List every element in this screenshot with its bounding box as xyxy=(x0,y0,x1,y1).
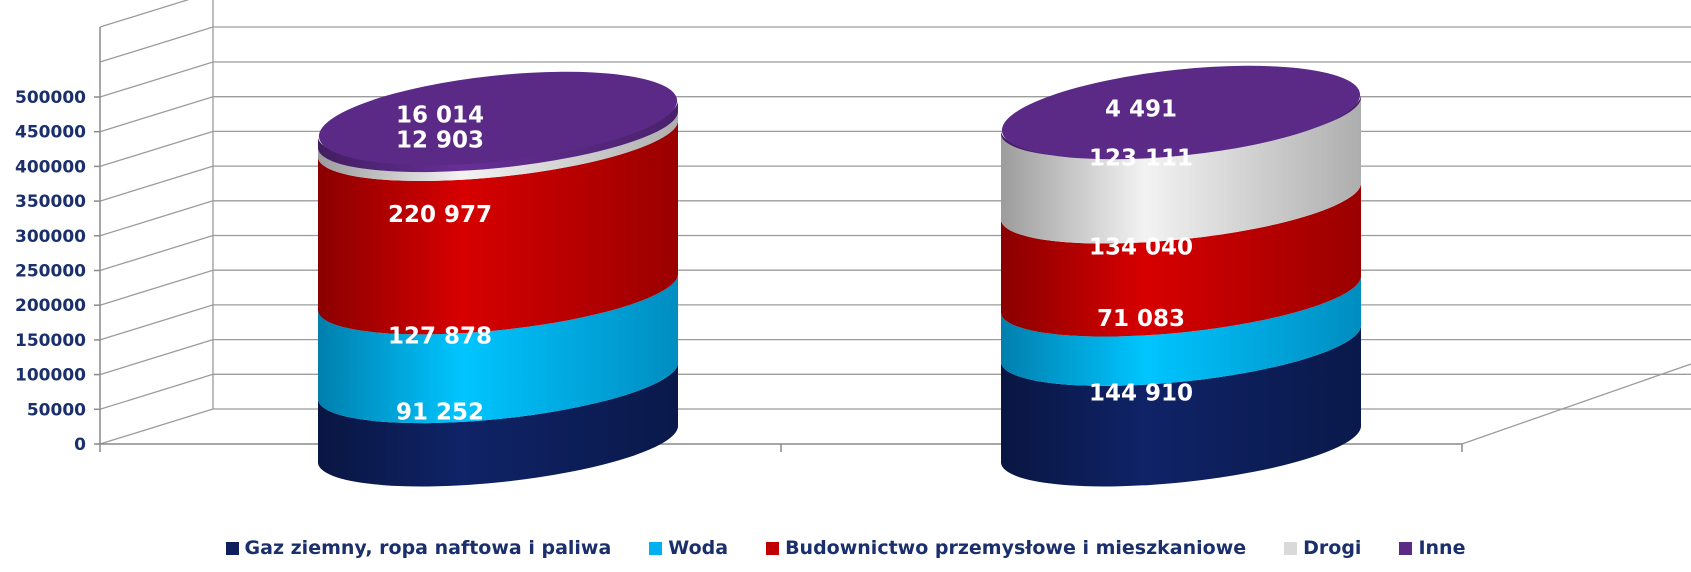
bar-segment xyxy=(318,272,679,424)
bar-segment xyxy=(1001,324,1362,487)
legend-item: Gaz ziemny, ropa naftowa i paliwa xyxy=(225,537,612,559)
legend-item: Budownictwo przemysłowe i mieszkaniowe xyxy=(766,537,1246,559)
data-label: 4 491 xyxy=(1105,97,1177,123)
data-label: 71 083 xyxy=(1097,306,1185,332)
bar-segment xyxy=(1001,96,1362,244)
legend: Gaz ziemny, ropa naftowa i paliwa Woda Bud… xyxy=(0,534,1691,562)
legend-label: Gaz ziemny, ropa naftowa i paliwa xyxy=(244,537,612,559)
y-tick-label: 50000 xyxy=(27,400,86,420)
y-tick-label: 200000 xyxy=(15,296,86,316)
legend-swatch xyxy=(1399,541,1413,555)
data-label: 144 910 xyxy=(1089,381,1193,407)
bars xyxy=(318,65,1362,487)
data-label: 220 977 xyxy=(388,202,492,228)
y-tick-label: 400000 xyxy=(15,157,86,177)
gridline-side xyxy=(99,26,214,63)
legend-label: Budownictwo przemysłowe i mieszkaniowe xyxy=(785,537,1247,559)
legend-label: Woda xyxy=(668,537,729,559)
data-label: 127 878 xyxy=(388,323,492,349)
y-tick-label: 450000 xyxy=(15,123,86,143)
gridline-side xyxy=(99,269,214,306)
legend-item: Inne xyxy=(1399,537,1465,559)
gridline-side xyxy=(99,165,214,202)
gridline-side xyxy=(99,61,214,98)
bar-segment xyxy=(318,119,679,335)
data-label: 12 903 xyxy=(396,128,484,154)
gridline-side xyxy=(99,338,214,376)
gridline-side xyxy=(99,373,214,410)
y-tick-label: 300000 xyxy=(15,227,86,247)
gridlines xyxy=(99,0,1691,445)
gridline-side xyxy=(99,96,214,133)
bar-top-cap xyxy=(1001,65,1361,160)
gridline-side xyxy=(99,200,214,237)
y-tick-label: 350000 xyxy=(15,192,86,212)
gridline-side xyxy=(99,408,214,445)
gridline-side xyxy=(99,234,214,272)
data-label: 16 014 xyxy=(396,102,484,128)
y-tick-label: 250000 xyxy=(15,262,86,282)
data-label: 123 111 xyxy=(1089,145,1193,171)
gridline-side xyxy=(99,130,214,168)
y-tick-label: 0 xyxy=(74,435,86,455)
y-tick-label: 500000 xyxy=(15,88,86,108)
bar-top-cap xyxy=(318,71,678,166)
legend-swatch xyxy=(766,541,780,555)
legend-swatch xyxy=(1284,541,1298,555)
gridline-side xyxy=(99,304,214,341)
gridline-side xyxy=(99,0,190,28)
y-tick-label: 150000 xyxy=(15,331,86,351)
y-tick-label: 100000 xyxy=(15,366,86,386)
bar-segment xyxy=(1001,182,1362,337)
legend-item: Woda xyxy=(649,537,728,559)
legend-swatch xyxy=(649,541,663,555)
data-label: 91 252 xyxy=(396,399,484,425)
bar-segment xyxy=(318,110,679,182)
bar-segment xyxy=(318,361,679,487)
floor-edge xyxy=(1461,363,1691,445)
legend-swatch xyxy=(225,541,239,555)
data-label: 134 040 xyxy=(1089,235,1193,261)
bar-segment xyxy=(1001,275,1362,386)
legend-label: Drogi xyxy=(1303,537,1362,559)
legend-item: Drogi xyxy=(1284,537,1361,559)
legend-label: Inne xyxy=(1418,537,1466,559)
